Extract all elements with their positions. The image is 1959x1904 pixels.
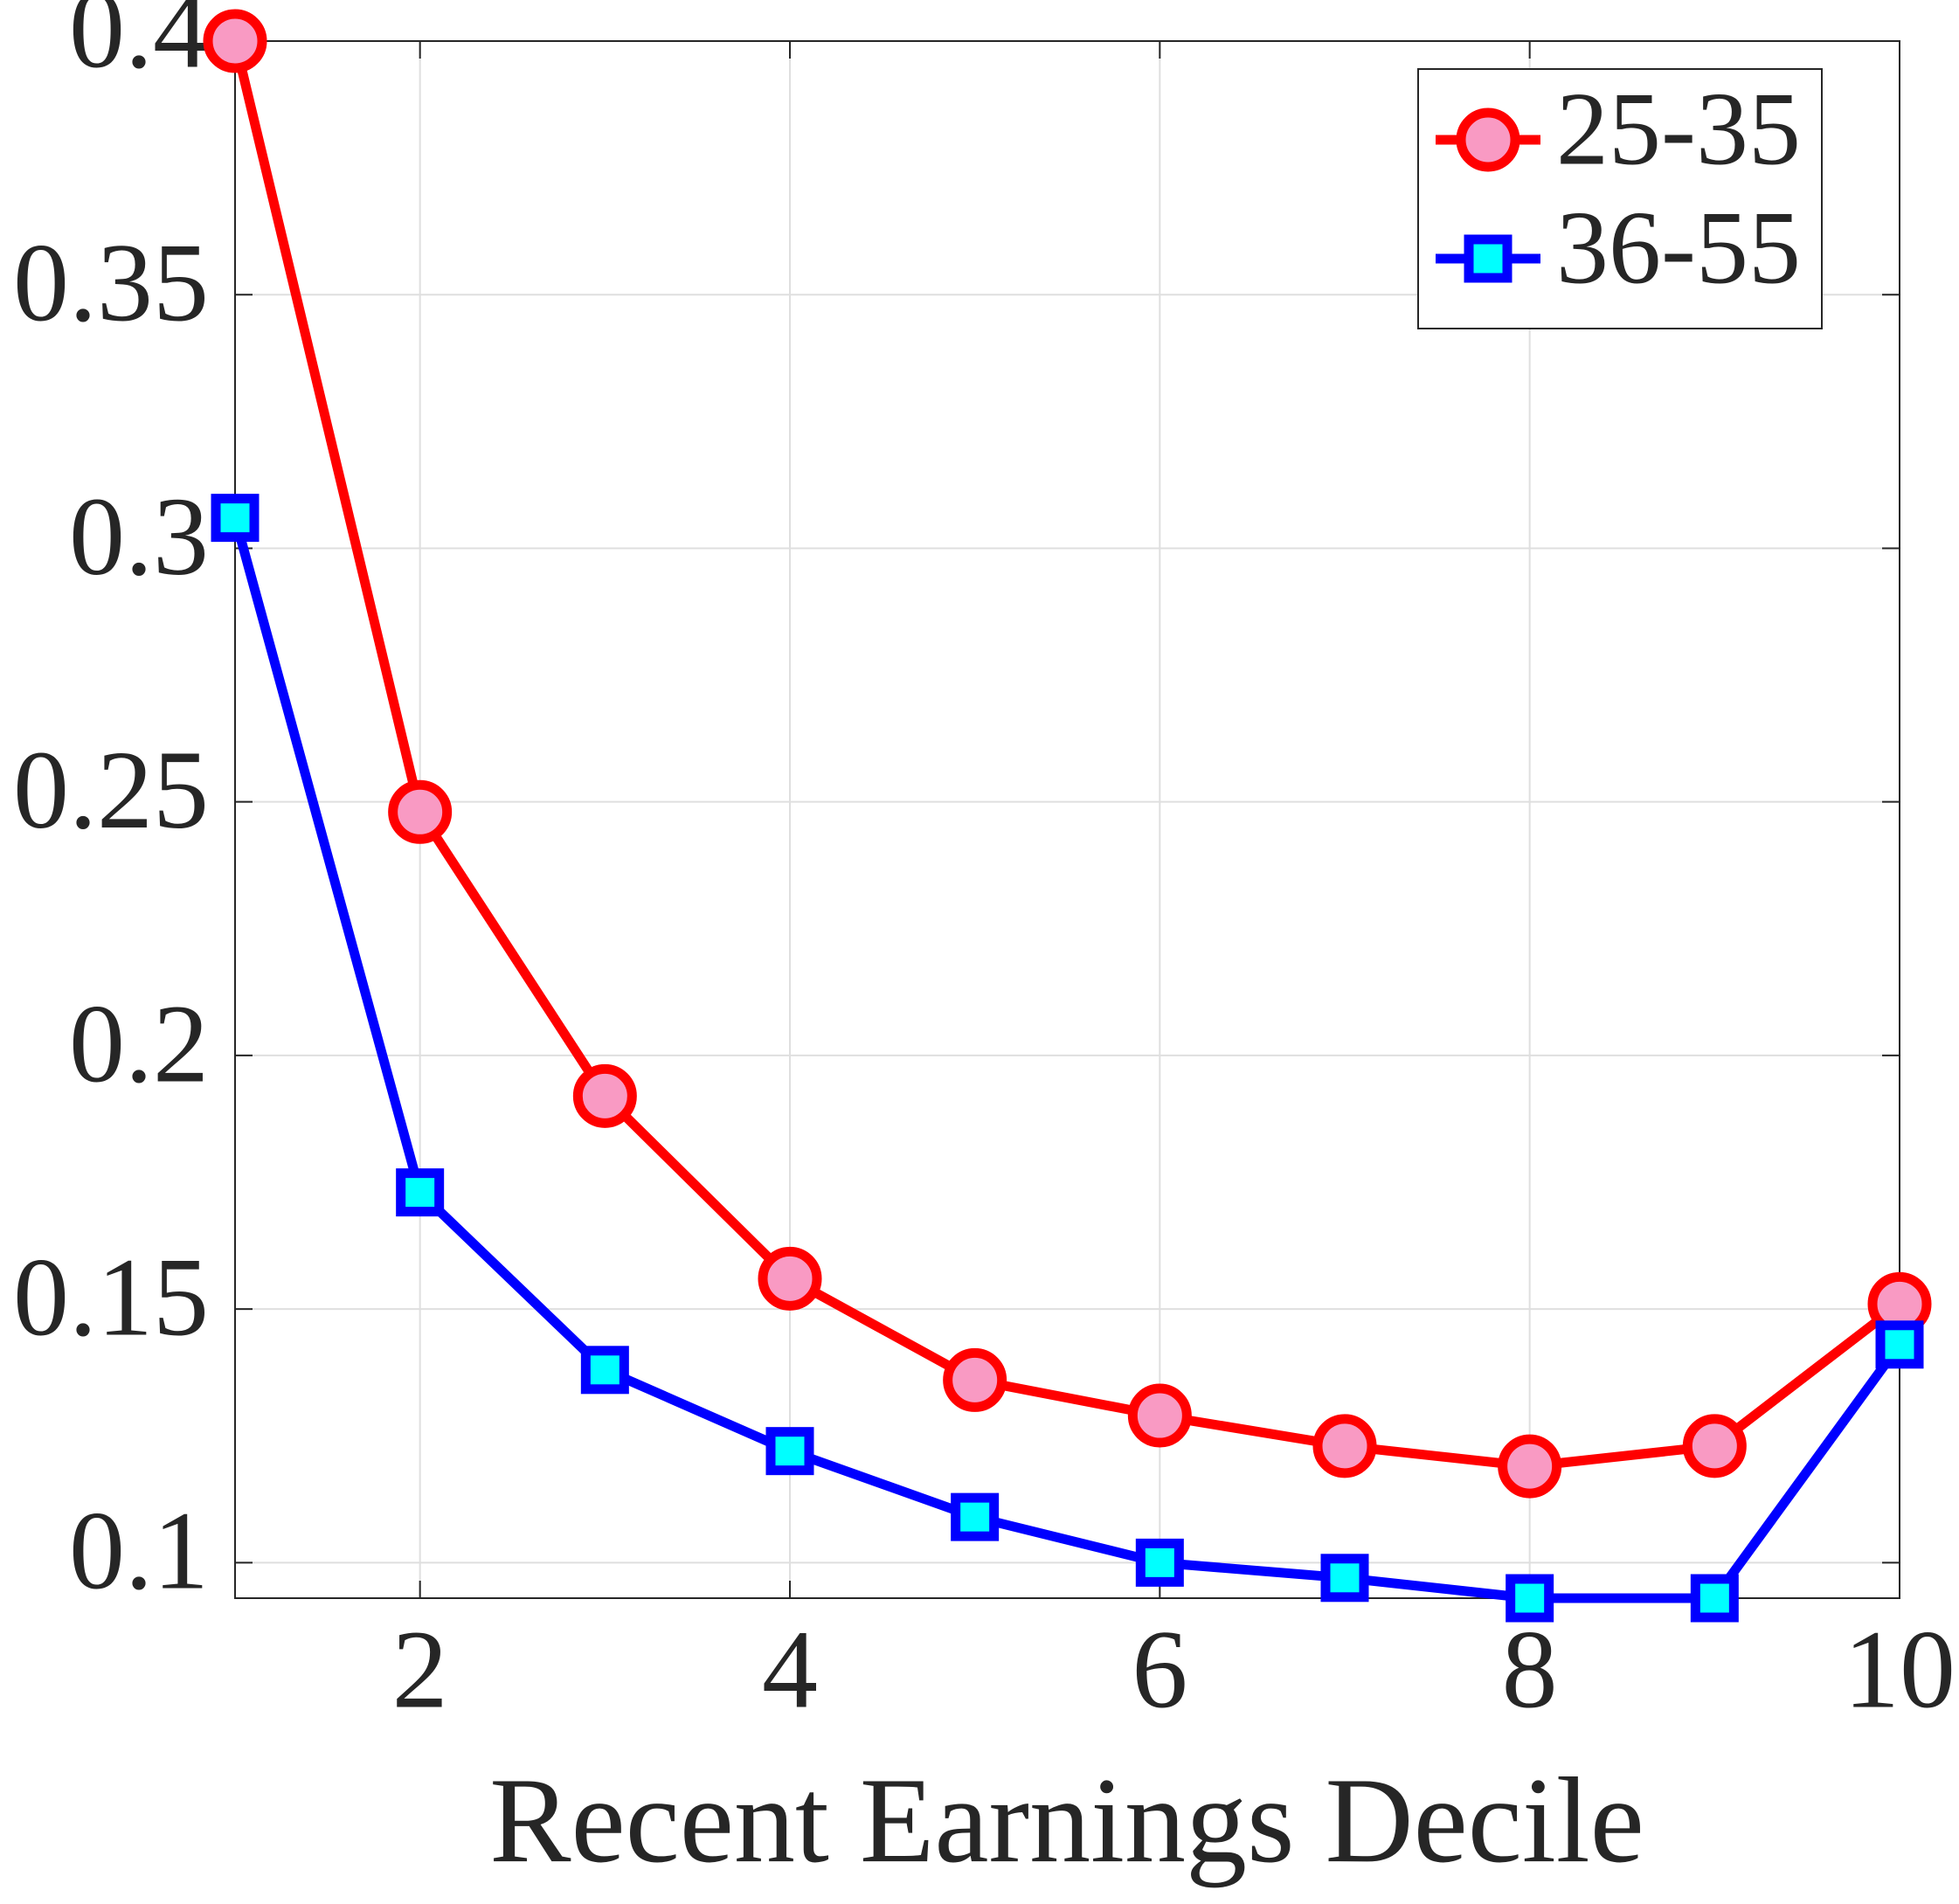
marker	[1875, 1320, 1924, 1369]
y-tick-label: 0.25	[13, 728, 209, 852]
marker	[580, 1346, 629, 1395]
marker	[1506, 1574, 1554, 1623]
legend-label: 25-35	[1556, 71, 1801, 187]
y-tick-label: 0.2	[69, 981, 209, 1105]
y-tick-label: 0.1	[69, 1489, 209, 1613]
marker	[1135, 1538, 1184, 1587]
marker	[396, 1168, 445, 1217]
y-tick-label: 0.35	[13, 221, 209, 345]
marker	[1127, 1383, 1192, 1448]
marker	[1690, 1574, 1739, 1623]
y-tick-label: 0.15	[13, 1236, 209, 1360]
marker	[203, 9, 267, 73]
series-line	[230, 39, 1903, 1471]
x-tick-label: 8	[1502, 1607, 1558, 1731]
marker	[951, 1492, 1000, 1541]
x-tick-label: 2	[392, 1607, 448, 1731]
y-tick-label: 0.3	[69, 474, 209, 599]
x-tick-label: 4	[762, 1607, 818, 1731]
series-line	[230, 516, 1904, 1603]
marker	[758, 1246, 822, 1311]
x-tick-label: 6	[1132, 1607, 1187, 1731]
x-tick-label: 10	[1844, 1607, 1956, 1731]
marker	[765, 1427, 814, 1476]
y-tick-label: 0.4	[69, 0, 209, 91]
marker	[1456, 107, 1520, 172]
marker	[1312, 1414, 1377, 1478]
legend-label: 36-55	[1556, 190, 1801, 306]
marker	[1682, 1414, 1747, 1478]
marker	[1464, 234, 1513, 283]
marker	[388, 779, 453, 844]
axes-box	[234, 40, 1900, 1599]
x-axis-label: Recent Earnings Decile	[489, 1753, 1644, 1888]
marker	[1498, 1434, 1562, 1499]
marker	[943, 1347, 1007, 1412]
marker	[572, 1063, 637, 1128]
marker	[1320, 1554, 1369, 1603]
marker	[211, 494, 260, 543]
